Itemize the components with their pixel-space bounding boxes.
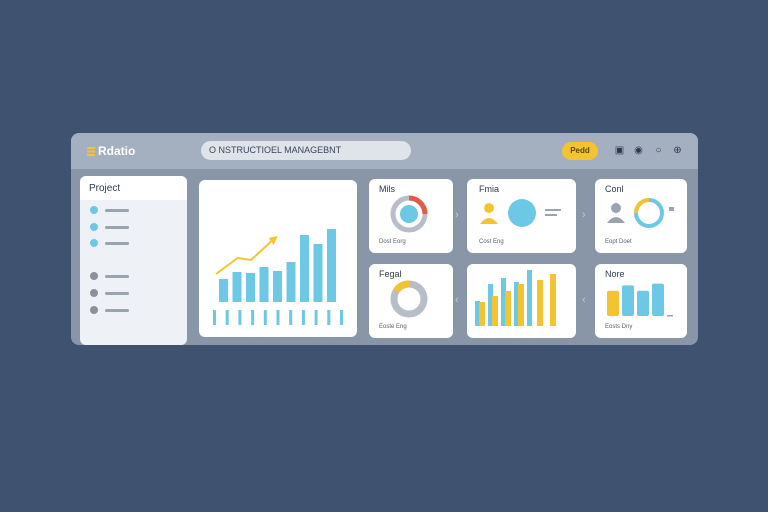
chevron-left-icon: ‹ [582,294,586,306]
donut-icon [390,280,428,318]
top-bar: Rdatio O NSTRUCTIOEL MANAGEBNT Pedd ▣ ◉ … [71,133,698,169]
bookmark-icon[interactable]: ▣ [614,145,625,156]
bar [232,272,242,302]
card-fmia[interactable]: Fmia Cost Eng [467,179,576,253]
bar [492,296,498,326]
bar [607,290,619,316]
bar [479,302,485,326]
sidebar-item[interactable] [90,223,129,231]
tick-mark [225,310,229,325]
card-title: Nore [605,269,625,279]
bar [300,235,309,302]
card-title: Fmia [479,184,499,194]
arrow-head [268,236,278,245]
bar [475,301,480,326]
bar [273,271,282,302]
dashboard-window: Rdatio O NSTRUCTIOEL MANAGEBNT Pedd ▣ ◉ … [71,133,698,345]
donut-icon [390,195,428,233]
app-logo: Rdatio [87,144,135,158]
tick-mark [327,310,331,325]
bar [550,274,556,326]
bar [637,290,649,316]
bar [527,270,532,326]
bar [501,278,506,326]
tick-mark [213,310,216,325]
sidebar-item[interactable] [90,239,129,247]
tick-mark [301,310,305,325]
small-bar-chart [607,283,673,317]
bar [286,262,296,302]
bar [518,284,524,326]
card-caption: Dost Eorg [379,239,406,245]
chevron-right-icon: › [455,209,459,221]
bar [505,291,511,326]
tick-mark [251,310,255,325]
sidebar-item[interactable] [90,306,129,314]
card-caption: Eoste Eng [379,324,407,330]
card-caption: Eosts Dny [605,324,633,330]
card-mils[interactable]: Mils Dost Eorg [369,179,453,253]
trend-line [215,239,274,275]
bar [246,273,255,302]
sidebar-item[interactable] [90,272,129,280]
grouped-bar-card[interactable] [467,264,576,338]
card-title: Conl [605,184,624,194]
main-chart-card [199,180,357,337]
tick-mark [263,310,267,325]
bar [652,283,664,316]
bar [488,284,493,326]
app-name: Rdatio [98,144,136,158]
sidebar-item[interactable] [90,289,129,297]
chevron-left-icon: ‹ [455,294,459,306]
action-button[interactable]: Pedd [562,142,598,160]
card-title: Fegal [379,269,402,279]
tick-mark [289,310,293,325]
search-icon[interactable]: ○ [655,145,662,156]
bar [537,280,543,326]
bar [622,285,634,316]
tick-mark [238,310,242,325]
bar [514,282,519,326]
globe-icon[interactable]: ⊕ [673,145,682,156]
main-bar-chart [213,229,343,325]
baseline-mark [667,315,673,317]
bar [327,229,336,302]
card-caption: Cost Eng [479,239,504,245]
grouped-bar-chart [475,270,556,326]
card-conl[interactable]: Conl Eopt Doet [595,179,687,253]
sidebar-item[interactable] [90,206,129,214]
card-nore[interactable]: Nore Eosts Dny [595,264,687,338]
card-caption: Eopt Doet [605,239,632,245]
bar [219,279,228,302]
user-donut-icon [607,198,674,228]
card-title: Mils [379,184,395,194]
search-input[interactable]: O NSTRUCTIOEL MANAGEBNT [201,141,411,160]
sidebar-title: Project [80,176,187,200]
tick-mark [340,310,343,325]
help-icon[interactable]: ◉ [634,145,643,156]
chevron-right-icon: › [582,209,586,221]
user-icon [480,199,561,227]
project-sidebar: Project [80,176,187,345]
bar [313,244,323,302]
tick-mark [314,310,318,325]
card-fegal[interactable]: Fegal Eoste Eng [369,264,453,338]
logo-icon [87,146,95,156]
bar [259,267,269,302]
tick-mark [276,310,280,325]
